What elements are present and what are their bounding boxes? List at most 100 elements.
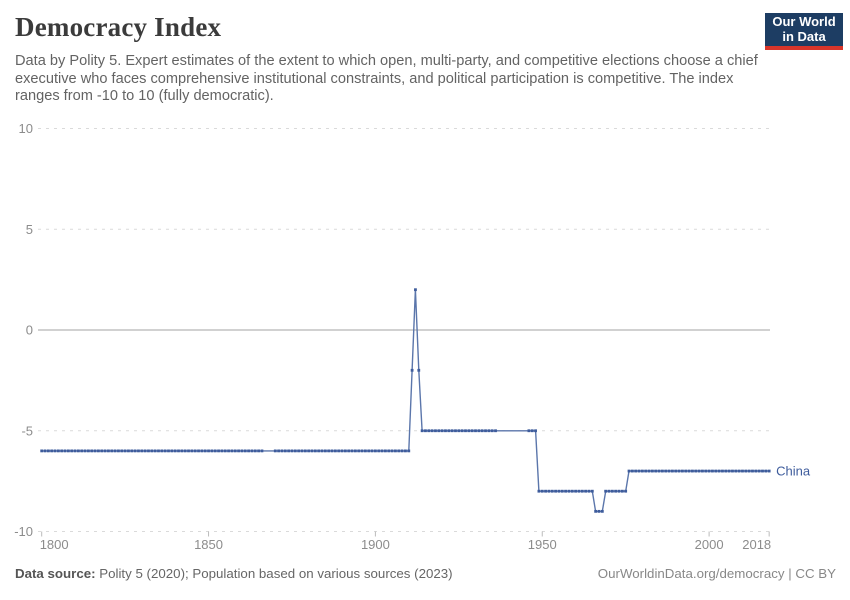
data-point — [217, 449, 220, 453]
data-point — [557, 489, 561, 493]
data-point — [741, 469, 744, 473]
data-point — [711, 469, 714, 473]
data-point — [550, 489, 554, 493]
data-point — [313, 449, 317, 453]
data-point — [140, 449, 144, 453]
data-point — [724, 469, 728, 473]
data-point — [767, 469, 771, 473]
data-point — [707, 469, 711, 473]
data-point — [430, 429, 434, 433]
data-point — [687, 469, 691, 473]
data-point — [704, 469, 708, 473]
data-point — [107, 449, 110, 453]
data-point — [691, 469, 694, 473]
data-point — [731, 469, 734, 473]
data-point — [287, 449, 291, 453]
data-point — [183, 449, 187, 453]
data-point — [414, 288, 417, 292]
data-point — [614, 489, 618, 493]
data-point — [410, 368, 414, 372]
data-point — [380, 449, 384, 453]
x-tick-label: 1950 — [528, 537, 557, 552]
data-point — [547, 489, 551, 493]
data-point — [580, 489, 584, 493]
data-point — [394, 449, 397, 453]
data-point — [180, 449, 184, 453]
data-point — [447, 429, 451, 433]
data-point — [60, 449, 64, 453]
data-source-label: Data source: — [15, 566, 96, 581]
y-tick-label: -10 — [14, 524, 33, 539]
data-point — [190, 449, 194, 453]
data-point — [347, 449, 351, 453]
data-point — [40, 449, 44, 453]
data-point — [343, 449, 347, 453]
data-point — [53, 449, 57, 453]
data-point — [360, 449, 364, 453]
x-tick-label: 2018 — [742, 537, 771, 552]
data-point — [560, 489, 564, 493]
data-point — [330, 449, 334, 453]
data-point — [454, 429, 457, 433]
data-point — [584, 489, 588, 493]
data-point — [600, 509, 604, 513]
data-point — [727, 469, 731, 473]
owid-logo-line2: in Data — [782, 28, 826, 44]
data-point — [327, 449, 331, 453]
data-point — [150, 449, 154, 453]
data-point — [160, 449, 164, 453]
data-point — [594, 509, 598, 513]
data-point — [353, 449, 357, 453]
data-point — [644, 469, 648, 473]
data-point — [537, 489, 541, 493]
data-point — [384, 449, 387, 453]
data-point — [273, 449, 277, 453]
data-point — [193, 449, 197, 453]
data-point — [657, 469, 661, 473]
y-tick-label: 0 — [26, 323, 33, 338]
data-point — [400, 449, 404, 453]
data-point — [630, 469, 634, 473]
data-point — [240, 449, 244, 453]
data-point — [133, 449, 137, 453]
data-point — [333, 449, 337, 453]
data-point — [757, 469, 761, 473]
data-point — [527, 429, 531, 433]
data-point — [734, 469, 738, 473]
data-point — [464, 429, 467, 433]
data-point — [357, 449, 361, 453]
data-point — [233, 449, 237, 453]
owid-logo[interactable]: Our World in Data — [765, 13, 843, 50]
data-point — [570, 489, 574, 493]
data-point — [470, 429, 474, 433]
data-point — [490, 429, 494, 433]
data-point — [534, 429, 537, 433]
footer-license-link[interactable]: OurWorldinData.org/democracy | CC BY — [597, 566, 836, 581]
data-point — [320, 449, 324, 453]
data-point — [277, 449, 281, 453]
data-point — [494, 429, 497, 433]
data-point — [577, 489, 581, 493]
data-point — [434, 429, 437, 433]
data-point — [63, 449, 67, 453]
data-point — [717, 469, 721, 473]
data-point — [554, 489, 557, 493]
data-point — [70, 449, 74, 453]
data-point — [701, 469, 704, 473]
data-point — [664, 469, 668, 473]
data-point — [56, 449, 60, 453]
data-point — [370, 449, 374, 453]
data-point — [323, 449, 327, 453]
data-point — [424, 429, 427, 433]
data-point — [367, 449, 371, 453]
data-point — [437, 429, 441, 433]
data-point — [574, 489, 578, 493]
data-point — [404, 449, 407, 453]
data-point — [374, 449, 377, 453]
data-point — [220, 449, 224, 453]
data-source-text: Polity 5 (2020); Population based on var… — [95, 566, 453, 581]
data-point — [597, 509, 601, 513]
data-point — [744, 469, 748, 473]
data-point — [610, 489, 614, 493]
data-point — [667, 469, 671, 473]
